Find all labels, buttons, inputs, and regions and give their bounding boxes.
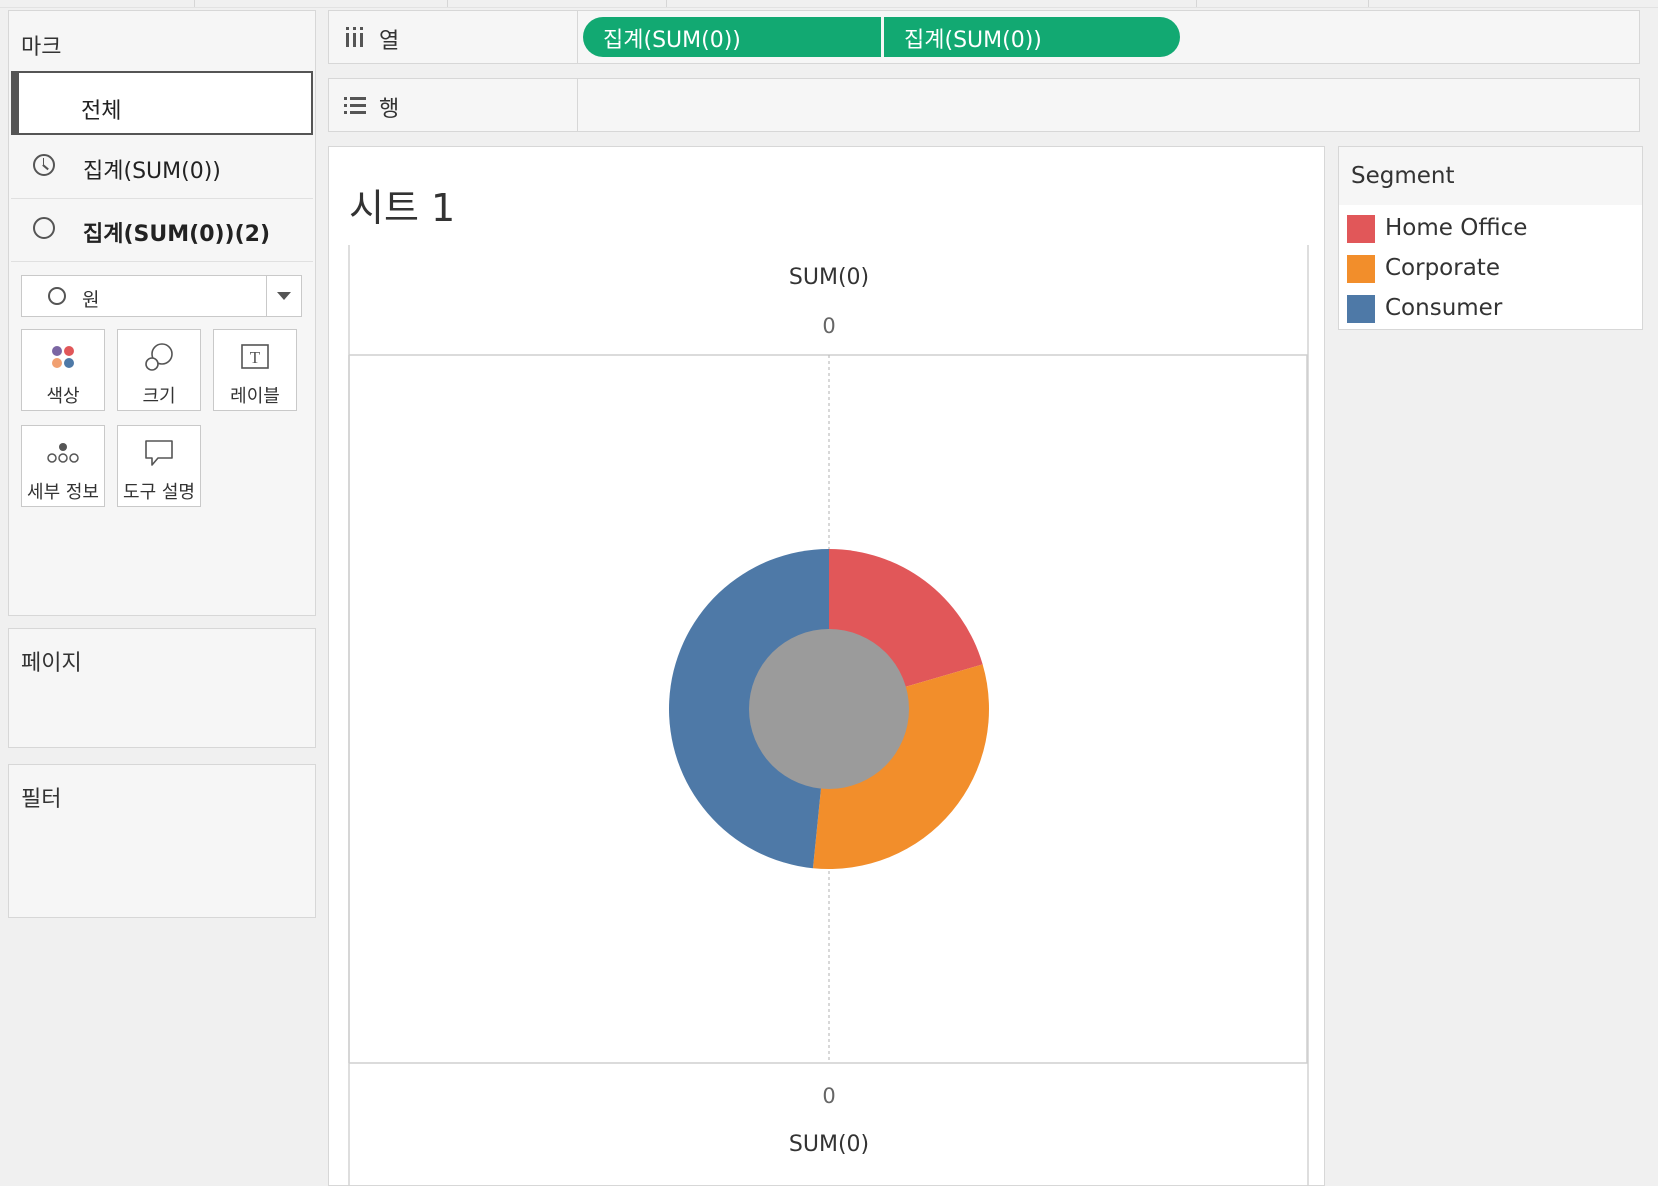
pie-slice-consumer[interactable] [669,549,829,869]
marks-tab-sum-0-2-label: 집계(SUM(0))(2) [83,222,271,247]
filters-title: 필터 [21,787,62,812]
mark-type-dropdown[interactable]: 원 [21,275,302,317]
legend-swatch [1347,255,1375,283]
chevron-down-icon[interactable] [277,292,291,300]
detail-card-label: 세부 정보 [27,482,99,503]
rows-label: 행 [379,97,400,122]
svg-text:T: T [250,348,261,367]
pages-title: 페이지 [21,651,82,676]
legend-item-label: Consumer [1385,295,1503,321]
size-circles-icon [118,342,200,372]
pages-shelf[interactable]: 페이지 [8,628,316,748]
detail-card-button[interactable]: 세부 정보 [21,425,105,507]
legend-item-consumer[interactable]: Consumer [1347,293,1637,323]
text-t-icon: T [214,342,296,372]
legend-swatch [1347,215,1375,243]
circle-mark-icon [33,217,55,239]
legend-item-label: Home Office [1385,215,1528,241]
speech-bubble-icon [118,438,200,468]
legend-item-home-office[interactable]: Home Office [1347,213,1637,243]
legend-title: Segment [1339,147,1642,205]
columns-pill-2[interactable]: 집계(SUM(0)) [884,17,1180,57]
donut-center [749,629,909,789]
columns-pill-1[interactable]: 집계(SUM(0)) [583,17,881,57]
tooltip-card-button[interactable]: 도구 설명 [117,425,201,507]
marks-title: 마크 [21,35,62,60]
top-axis-tick: 0 [822,314,835,338]
label-card-label: 레이블 [230,386,280,407]
columns-shelf[interactable]: 열 집계(SUM(0)) 집계(SUM(0)) [328,10,1640,64]
tooltip-card-label: 도구 설명 [123,482,195,503]
donut-chart: SUM(0) 0 0 SUM(0) [348,245,1309,1186]
columns-label: 열 [379,29,400,54]
pie-mark-icon [33,154,55,176]
color-card-button[interactable]: 색상 [21,329,105,411]
marks-tab-sum-0[interactable]: 집계(SUM(0)) [11,137,313,199]
color-card-label: 색상 [46,386,80,407]
bottom-axis-title: SUM(0) [789,1132,869,1157]
worksheet-view: 시트 1 SUM(0) 0 0 SUM(0) [328,146,1325,1186]
mark-type-value: 원 [82,289,100,311]
marks-card: 마크 전체 집계(SUM(0)) 집계(SUM(0))(2) 원 색상 [8,10,316,616]
top-strip [0,0,1658,8]
columns-icon [343,25,367,49]
circle-icon [48,287,66,305]
sheet-title: 시트 1 [349,186,456,230]
detail-dots-icon [22,438,104,468]
label-card-button[interactable]: T 레이블 [213,329,297,411]
color-dots-icon [22,342,104,372]
legend-swatch [1347,295,1375,323]
legend-item-label: Corporate [1385,255,1500,281]
marks-tab-sum-0-label: 집계(SUM(0)) [83,159,221,184]
marks-tab-sum-0-2[interactable]: 집계(SUM(0))(2) [11,200,313,262]
bottom-axis-tick: 0 [822,1084,835,1108]
rows-icon [343,93,367,117]
size-card-label: 크기 [142,386,176,407]
rows-shelf[interactable]: 행 [328,78,1640,132]
marks-tab-all-label: 전체 [81,99,122,124]
legend-item-corporate[interactable]: Corporate [1347,253,1637,283]
size-card-button[interactable]: 크기 [117,329,201,411]
marks-tab-all[interactable]: 전체 [11,71,313,135]
segment-legend: Segment Home Office Corporate Consumer [1338,146,1643,330]
top-axis-title: SUM(0) [789,265,869,290]
filters-shelf[interactable]: 필터 [8,764,316,918]
